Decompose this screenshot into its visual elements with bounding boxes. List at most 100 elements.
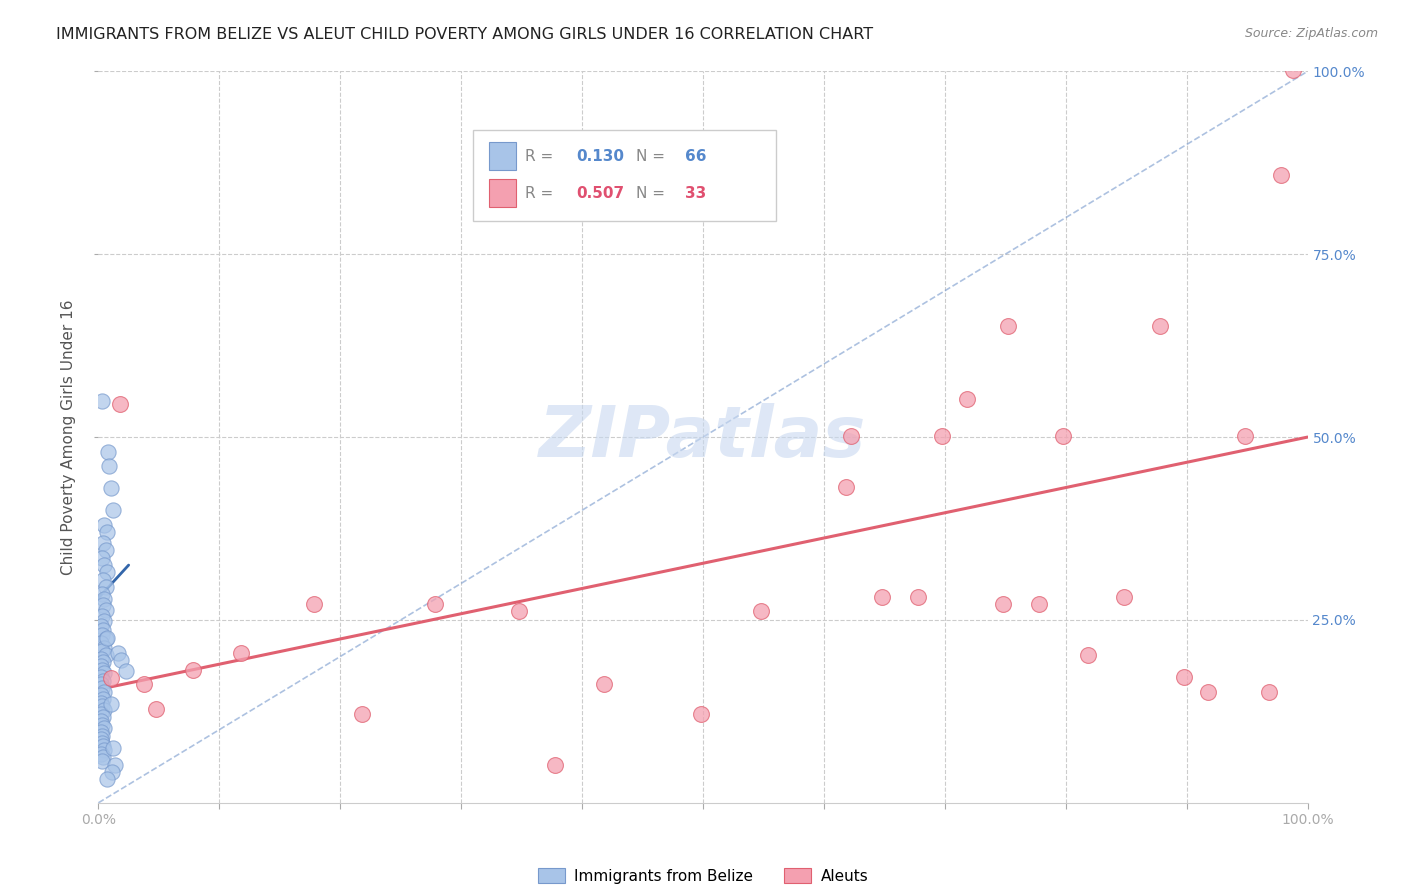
Point [229, 646, 252, 660]
Point [145, 702, 167, 716]
Point [91, 717, 114, 731]
Point [115, 664, 138, 678]
Point [93, 592, 115, 607]
Point [93, 703, 115, 717]
Point [90, 724, 112, 739]
Point [100, 481, 122, 495]
Point [90, 651, 112, 665]
Point [91, 729, 114, 743]
Text: IMMIGRANTS FROM BELIZE VS ALEUT CHILD POVERTY AMONG GIRLS UNDER 16 CORRELATION C: IMMIGRANTS FROM BELIZE VS ALEUT CHILD PO… [56, 27, 873, 42]
Point [90, 677, 112, 691]
FancyBboxPatch shape [474, 130, 776, 221]
Point [749, 604, 772, 618]
Point [90, 747, 112, 761]
Point [91, 599, 114, 613]
Point [1028, 597, 1050, 611]
Text: ZIPatlas: ZIPatlas [540, 402, 866, 472]
Point [1173, 670, 1195, 684]
Bar [489, 179, 516, 207]
Point [93, 558, 115, 573]
Point [100, 697, 122, 711]
Text: R =: R = [526, 186, 554, 201]
Point [96, 772, 118, 787]
Point [834, 480, 856, 494]
Point [1076, 648, 1098, 662]
Point [91, 550, 114, 565]
Point [907, 590, 929, 604]
Point [104, 757, 127, 772]
Point [93, 666, 115, 681]
Point [91, 656, 114, 670]
Y-axis label: Child Poverty Among Girls Under 16: Child Poverty Among Girls Under 16 [60, 300, 76, 574]
Point [91, 587, 114, 601]
Point [94, 603, 117, 617]
Point [544, 757, 567, 772]
Point [93, 640, 115, 655]
Point [134, 677, 156, 691]
Point [90, 696, 112, 710]
Point [1112, 590, 1135, 604]
Point [96, 525, 118, 540]
Point [91, 739, 114, 754]
Point [91, 736, 114, 750]
Text: 33: 33 [685, 186, 706, 201]
Point [91, 393, 114, 408]
Point [350, 706, 373, 721]
Point [93, 517, 115, 532]
Point [997, 318, 1019, 333]
Point [1197, 684, 1219, 698]
Point [91, 681, 114, 695]
Point [101, 740, 124, 755]
Point [1257, 684, 1279, 698]
Point [93, 721, 115, 735]
Point [90, 659, 112, 673]
Point [94, 543, 117, 558]
Point [508, 604, 530, 618]
Text: N =: N = [637, 149, 665, 164]
Point [91, 573, 114, 587]
Point [100, 672, 122, 686]
Point [94, 580, 117, 594]
Point [423, 597, 446, 611]
Point [90, 732, 112, 747]
Point [98, 459, 121, 474]
Point [181, 663, 204, 677]
Text: 66: 66 [685, 149, 706, 164]
Point [931, 428, 953, 442]
Text: Source: ZipAtlas.com: Source: ZipAtlas.com [1244, 27, 1378, 40]
Point [110, 653, 132, 667]
Point [1233, 428, 1256, 442]
Point [93, 743, 115, 757]
Point [101, 503, 124, 517]
Point [94, 632, 117, 646]
Text: 0.507: 0.507 [576, 186, 624, 201]
Point [870, 590, 893, 604]
Point [689, 706, 711, 721]
Point [90, 714, 112, 728]
Point [97, 444, 120, 458]
Point [91, 608, 114, 623]
Point [96, 566, 118, 580]
Point [93, 684, 115, 698]
Point [1270, 168, 1292, 182]
Point [91, 623, 114, 637]
Point [1052, 428, 1074, 442]
Point [955, 392, 977, 406]
Point [991, 597, 1014, 611]
Point [1282, 62, 1305, 77]
Point [91, 644, 114, 658]
Point [91, 750, 114, 764]
Point [90, 706, 112, 721]
Point [90, 636, 112, 650]
Point [91, 627, 114, 641]
Point [93, 614, 115, 628]
Point [94, 648, 117, 662]
Point [91, 663, 114, 677]
Bar [489, 143, 516, 170]
Point [592, 677, 614, 691]
Point [91, 673, 114, 688]
Point [107, 646, 129, 660]
Point [91, 699, 114, 714]
Point [91, 536, 114, 550]
Point [839, 428, 862, 442]
